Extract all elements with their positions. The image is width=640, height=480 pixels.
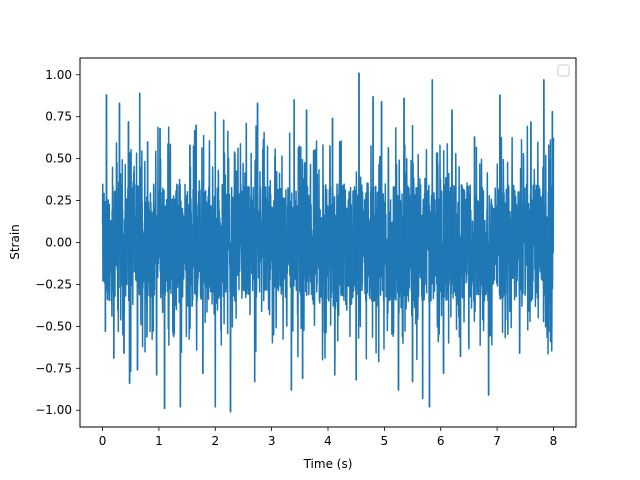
x-tick-label: 2 [211,434,219,448]
y-tick-label: 0.25 [45,194,72,208]
y-tick-label: 0.50 [45,152,72,166]
y-tick-label: −0.75 [35,361,72,375]
y-tick-label: 0.75 [45,110,72,124]
x-tick-label: 6 [437,434,445,448]
x-tick-label: 8 [550,434,558,448]
y-tick-label: −0.25 [35,277,72,291]
y-tick-label: −1.00 [35,403,72,417]
y-tick-label: 0.00 [45,236,72,250]
y-tick-label: 1.00 [45,68,72,82]
x-tick-label: 7 [493,434,501,448]
x-axis: 0 1 2 3 4 5 6 7 8 [99,427,558,448]
x-tick-label: 1 [155,434,163,448]
x-tick-label: 0 [99,434,107,448]
series-strain [101,72,555,413]
y-tick-label: −0.50 [35,319,72,333]
strain-series-line [101,72,555,413]
x-tick-label: 4 [324,434,332,448]
plot-area [101,72,555,413]
x-axis-label: Time (s) [303,457,353,471]
x-tick-label: 5 [381,434,389,448]
legend-box [557,64,570,77]
y-axis-label: Strain [8,224,22,260]
x-tick-label: 3 [268,434,276,448]
y-axis: −1.00 −0.75 −0.50 −0.25 0.00 0.25 0.50 0.75 1.00 [35,68,80,417]
